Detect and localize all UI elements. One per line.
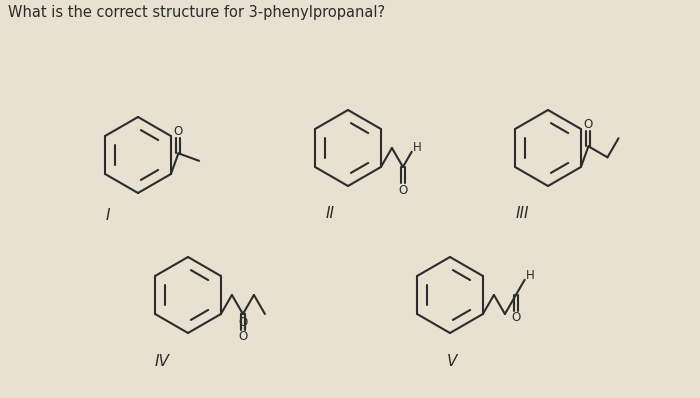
Text: O: O	[238, 316, 248, 328]
Text: O: O	[584, 118, 593, 131]
Text: III: III	[515, 205, 528, 220]
Text: V: V	[447, 355, 457, 369]
Text: H: H	[413, 141, 422, 154]
Text: II: II	[326, 205, 335, 220]
Text: What is the correct structure for 3-phenylpropanal?: What is the correct structure for 3-phen…	[8, 6, 385, 21]
Text: O: O	[238, 330, 248, 343]
Text: O: O	[174, 125, 183, 138]
Text: O: O	[398, 183, 407, 197]
Text: H: H	[526, 269, 535, 282]
Text: I: I	[106, 207, 111, 222]
Text: O: O	[511, 312, 521, 324]
Text: IV: IV	[155, 355, 169, 369]
